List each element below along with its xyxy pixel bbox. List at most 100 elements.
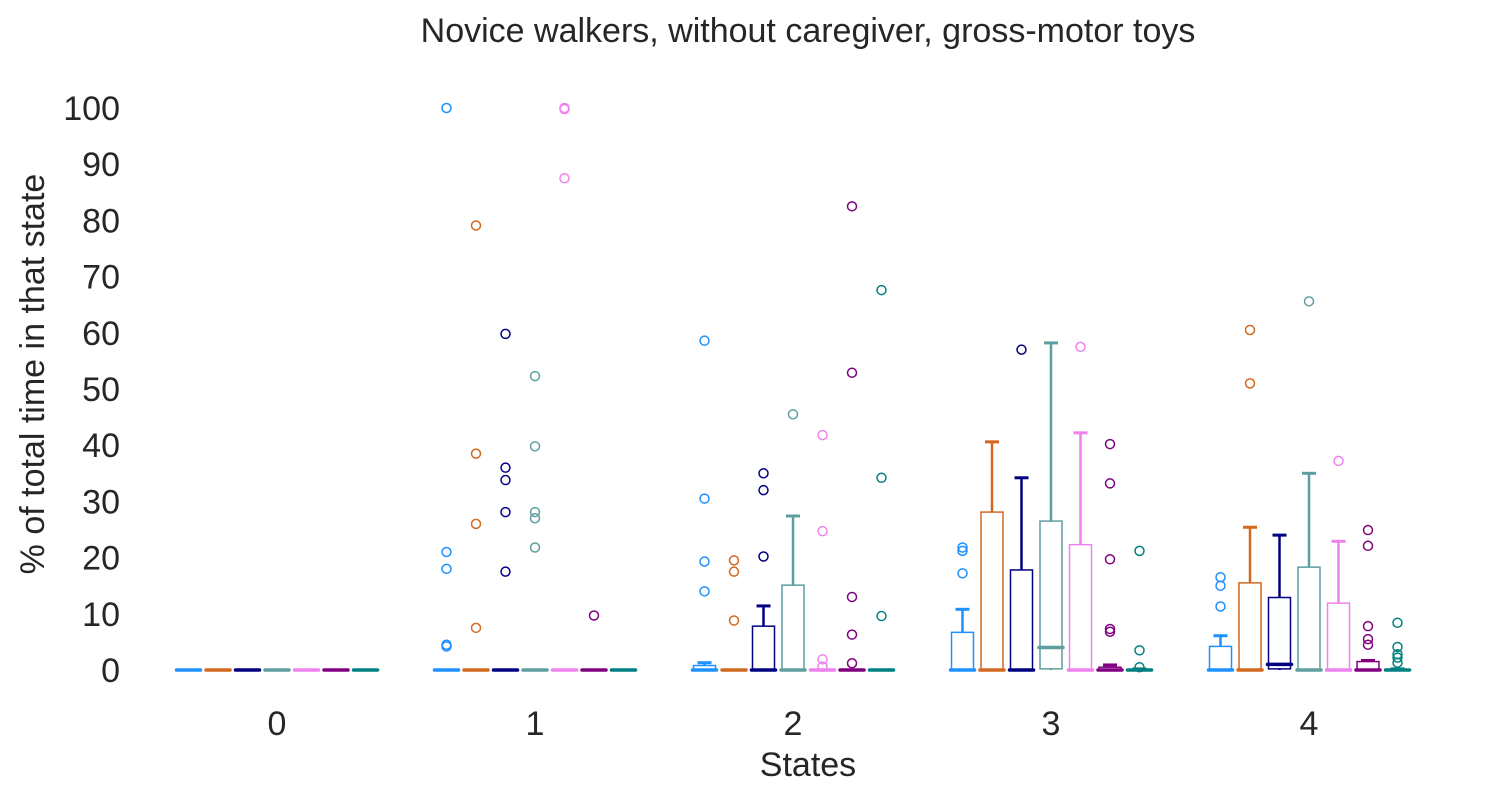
box-body <box>950 631 975 671</box>
box-series <box>204 220 1264 672</box>
y-tick-label: 10 <box>82 596 120 634</box>
outlier-point <box>1215 601 1226 612</box>
outlier-point <box>957 545 968 557</box>
outlier-point <box>876 610 887 622</box>
outlier-point <box>817 429 828 441</box>
box-mark <box>1383 617 1412 672</box>
box-mark <box>521 370 549 672</box>
outlier-point <box>1075 341 1086 353</box>
outlier-point <box>529 370 541 382</box>
outlier-point <box>1244 324 1256 336</box>
box-mark <box>1236 324 1264 672</box>
box-mark <box>808 429 837 672</box>
outlier-point <box>1362 633 1374 645</box>
box-series <box>292 102 1353 672</box>
box-mark <box>749 468 778 672</box>
x-tick-label: 0 <box>268 705 287 743</box>
y-tick-label: 20 <box>82 540 120 578</box>
y-tick-label: 40 <box>82 427 120 465</box>
outlier-point <box>559 173 570 184</box>
box-mark <box>1096 438 1124 672</box>
box-mark <box>432 102 461 672</box>
box-mark <box>690 335 719 672</box>
box-mark <box>1354 524 1382 672</box>
outlier-point <box>846 658 858 669</box>
outlier-point <box>876 284 887 296</box>
box-body <box>751 625 776 671</box>
y-tick-label: 60 <box>82 315 120 353</box>
y-tick-label: 70 <box>82 259 120 297</box>
outlier-point <box>1215 580 1226 591</box>
box-body <box>1267 596 1292 670</box>
outlier-point <box>1134 545 1145 557</box>
outlier-point <box>559 103 570 115</box>
box-mark <box>1206 572 1235 672</box>
outlier-point <box>1362 620 1374 632</box>
outlier-point <box>588 610 600 621</box>
outlier-point <box>846 591 858 603</box>
outlier-point <box>699 586 710 597</box>
box-mark <box>1265 533 1294 670</box>
outlier-point <box>758 484 769 496</box>
outlier-point <box>441 546 452 558</box>
y-tick-label: 50 <box>82 371 120 409</box>
box-body <box>1009 569 1034 671</box>
outlier-point <box>500 462 511 473</box>
box-series <box>174 102 1235 672</box>
outlier-point <box>529 513 541 524</box>
outlier-point <box>1215 572 1226 583</box>
box-body <box>1068 543 1093 671</box>
outlier-point <box>1104 626 1116 638</box>
x-axis-ticks: 0 1 2 3 4 <box>268 705 1319 743</box>
y-axis-ticks: 0 10 20 30 40 50 60 70 80 90 100 <box>63 90 120 690</box>
outlier-point <box>441 641 452 652</box>
outlier-point <box>1362 524 1374 536</box>
box-mark <box>1007 344 1036 672</box>
outlier-point <box>846 201 858 212</box>
outlier-point <box>1362 639 1374 650</box>
outlier-point <box>470 220 482 231</box>
outlier-point <box>846 629 858 640</box>
outlier-point <box>758 551 769 562</box>
outlier-point <box>529 441 541 452</box>
chart-title: Novice walkers, without caregiver, gross… <box>421 12 1196 50</box>
box-mark <box>1066 341 1095 672</box>
box-body <box>1326 602 1351 671</box>
y-tick-label: 90 <box>82 146 120 184</box>
box-mark <box>1324 455 1353 672</box>
box-mark <box>779 409 807 672</box>
box-body <box>781 584 805 671</box>
box-series <box>233 328 1294 672</box>
outlier-point <box>699 556 710 567</box>
outlier-point <box>728 555 740 566</box>
outlier-point <box>1392 657 1403 668</box>
x-axis-label: States <box>760 746 856 784</box>
outlier-point <box>787 409 799 420</box>
outlier-point <box>529 506 541 518</box>
box-series-group <box>174 102 1412 673</box>
outlier-point <box>1392 652 1403 663</box>
box-mark <box>1037 341 1065 670</box>
y-tick-label: 80 <box>82 202 120 240</box>
box-mark <box>462 220 490 672</box>
outlier-point <box>846 367 858 378</box>
x-tick-label: 4 <box>1300 705 1319 743</box>
outlier-point <box>1392 617 1403 629</box>
box-body <box>1297 566 1321 671</box>
outlier-point <box>728 615 740 626</box>
outlier-point <box>1104 554 1116 565</box>
x-tick-label: 3 <box>1042 705 1061 743</box>
box-body <box>980 511 1004 671</box>
outlier-point <box>1244 378 1256 389</box>
box-mark <box>491 328 520 672</box>
outlier-point <box>1134 661 1145 673</box>
box-body <box>1039 520 1063 670</box>
y-tick-label: 100 <box>63 90 120 128</box>
outlier-point <box>876 472 887 484</box>
y-tick-label: 0 <box>101 652 120 690</box>
y-tick-label: 30 <box>82 483 120 521</box>
outlier-point <box>1333 455 1344 467</box>
outlier-point <box>1362 540 1374 552</box>
box-mark <box>720 555 748 672</box>
